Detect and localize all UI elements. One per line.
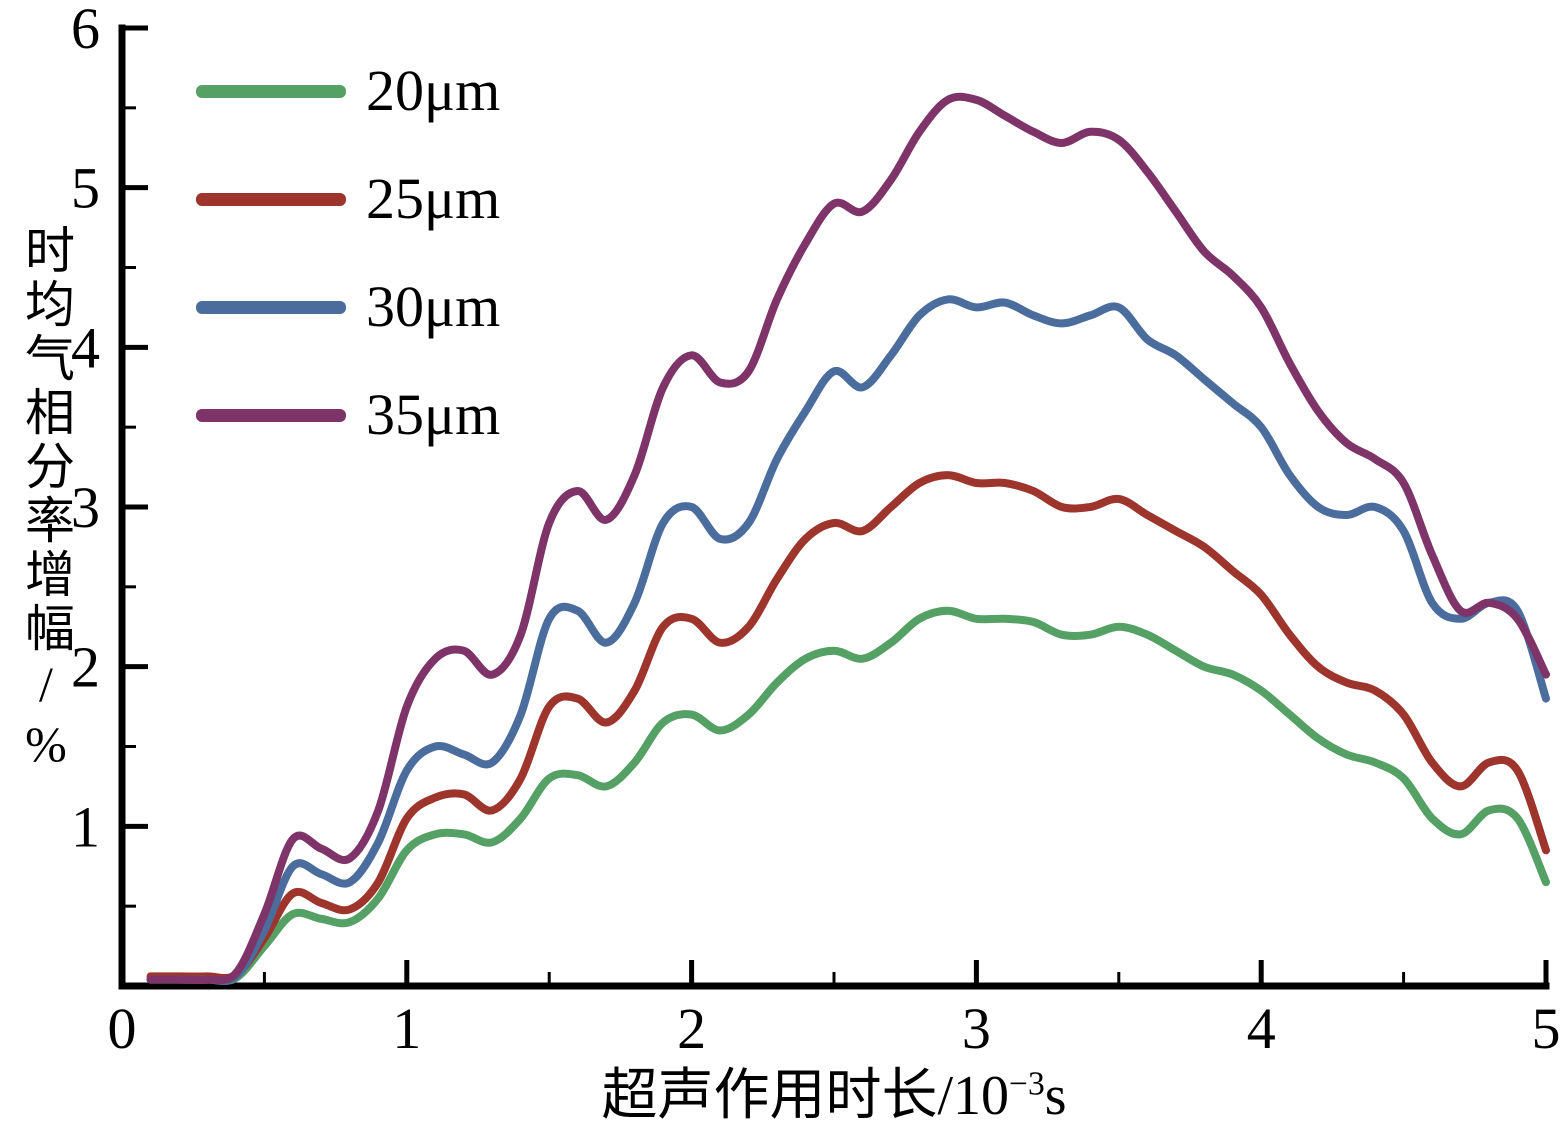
legend-swatch-30um [196, 300, 346, 314]
legend-swatch-20um [196, 84, 346, 98]
svg-text:2: 2 [677, 996, 706, 1061]
legend-item-30um: 30μm [196, 278, 500, 336]
svg-text:2: 2 [71, 635, 100, 700]
x-axis-title: 超声作用时长/10−3s [601, 1050, 1066, 1128]
legend-swatch-25um [196, 192, 346, 206]
legend-item-25um: 25μm [196, 170, 500, 228]
legend: 20μm 25μm 30μm 35μm [196, 62, 500, 444]
svg-text:1: 1 [392, 996, 421, 1061]
y-axis-title: 时均气相分率增幅/% [18, 224, 74, 776]
svg-text:4: 4 [71, 315, 100, 380]
svg-text:5: 5 [1532, 996, 1561, 1061]
x-axis-title-exponent: −3 [1009, 1065, 1045, 1103]
svg-text:3: 3 [71, 475, 100, 540]
legend-swatch-35um [196, 408, 346, 422]
legend-label-25um: 25μm [366, 166, 501, 231]
legend-item-35um: 35μm [196, 386, 500, 444]
legend-item-20um: 20μm [196, 62, 500, 120]
svg-text:4: 4 [1247, 996, 1276, 1061]
legend-label-35um: 35μm [366, 382, 501, 447]
legend-label-30um: 30μm [366, 274, 501, 339]
x-axis-title-main: 超声作用时长/10 [601, 1065, 1010, 1127]
x-axis-title-unit: s [1044, 1065, 1067, 1127]
svg-text:0: 0 [108, 996, 137, 1061]
svg-text:5: 5 [71, 156, 100, 221]
svg-text:3: 3 [962, 996, 991, 1061]
svg-text:1: 1 [71, 794, 100, 859]
svg-text:6: 6 [71, 0, 100, 61]
legend-label-20um: 20μm [366, 58, 501, 123]
